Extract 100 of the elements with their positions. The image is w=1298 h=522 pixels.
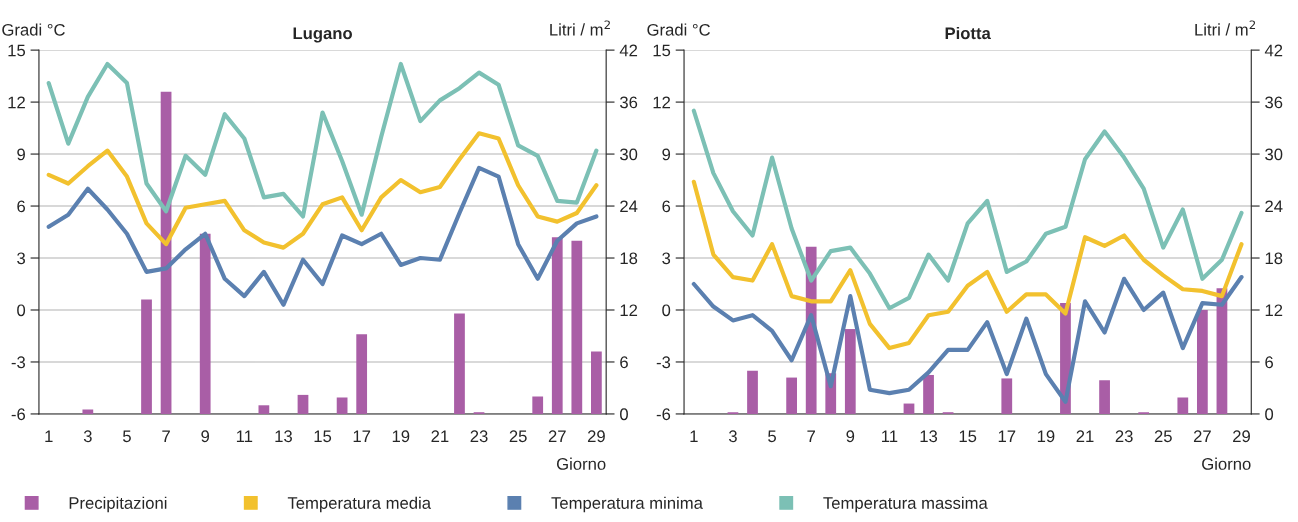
x-tick-label: 17 <box>998 430 1016 442</box>
bar <box>336 397 348 414</box>
x-tick-label: 5 <box>768 430 776 443</box>
x-tick-label: 5 <box>122 430 131 443</box>
y2-tick-label: 12 <box>620 304 638 317</box>
x-tick-label: 7 <box>807 430 815 442</box>
x-tick-label: 7 <box>162 430 170 442</box>
x-tick-label: 3 <box>83 430 92 443</box>
bar <box>199 233 211 414</box>
x-tick-label: 11 <box>882 430 898 442</box>
y2-tick-label: 42 <box>1264 44 1283 57</box>
bar <box>747 370 758 414</box>
x-tick-label: 29 <box>1233 430 1250 443</box>
legend-label: Temperatura media <box>287 496 432 513</box>
bar <box>82 409 94 414</box>
y-tick-label: 15 <box>8 44 26 57</box>
line-series <box>691 108 1244 311</box>
x-tick-label: 29 <box>587 430 605 443</box>
y2-tick-label: 42 <box>619 44 638 57</box>
line-series <box>691 179 1244 351</box>
bar <box>786 377 797 414</box>
chart-title: Lugano <box>293 27 352 43</box>
bar <box>141 299 152 414</box>
bar <box>356 334 368 414</box>
y-tick-label: -3 <box>11 356 26 369</box>
bar <box>1177 397 1189 414</box>
x-tick-label: 13 <box>920 430 938 443</box>
x-tick-label: 25 <box>509 430 527 443</box>
bar <box>1196 309 1208 414</box>
bar <box>258 405 270 414</box>
line-series <box>46 165 599 307</box>
bar <box>297 394 309 414</box>
line-series <box>691 274 1244 404</box>
y-tick-label: 6 <box>17 200 26 213</box>
y-tick-label: 6 <box>662 200 671 213</box>
y-axis-title: Gradi °C <box>2 23 65 36</box>
x-tick-label: 27 <box>1193 430 1211 442</box>
x-tick-label: 21 <box>1076 430 1094 442</box>
x-tick-label: 17 <box>353 430 371 442</box>
y-tick-label: 9 <box>662 148 671 161</box>
bar <box>571 240 583 414</box>
chart-title: Piotta <box>945 26 991 40</box>
y2-tick-label: 12 <box>1265 304 1283 317</box>
bar <box>844 329 856 414</box>
x-tick-label: 1 <box>690 430 698 442</box>
x-tick-label: 21 <box>431 430 449 442</box>
y-tick-label: -6 <box>11 408 26 421</box>
y2-tick-label: 24 <box>620 200 638 213</box>
y-tick-label: 3 <box>662 252 671 265</box>
y2-tick-label: 24 <box>1265 200 1283 213</box>
y2-tick-label: 6 <box>620 356 628 369</box>
bar <box>1001 378 1013 414</box>
x-tick-label: 3 <box>728 430 737 443</box>
y-tick-label: 12 <box>653 96 671 109</box>
x-tick-label: 13 <box>275 430 292 443</box>
y2-tick-label: 18 <box>1265 252 1283 265</box>
x-tick-label: 27 <box>548 430 566 442</box>
y-tick-label: 15 <box>653 44 671 57</box>
y-tick-label: 0 <box>17 304 26 317</box>
y-tick-label: 3 <box>17 252 26 265</box>
bar <box>454 313 465 414</box>
y-tick-label: 12 <box>8 96 25 109</box>
x-axis-title: Giorno <box>556 457 606 470</box>
x-tick-label: 23 <box>470 430 488 443</box>
x-tick-label: 23 <box>1115 430 1133 443</box>
legend-label: Temperatura massima <box>823 496 988 513</box>
bar <box>591 351 602 414</box>
line-series <box>46 131 599 250</box>
y-tick-label: -3 <box>656 356 671 369</box>
x-axis-title: Giorno <box>1202 457 1251 470</box>
x-tick-label: 19 <box>1037 430 1055 443</box>
y2-tick-label: 36 <box>1265 96 1283 109</box>
legend-label: Precipitazioni <box>69 496 167 513</box>
y2-tick-label: 0 <box>1265 408 1274 421</box>
x-tick-label: 15 <box>959 430 977 443</box>
legend-label: Temperatura minima <box>551 496 703 513</box>
x-tick-label: 9 <box>201 430 210 443</box>
x-tick-label: 25 <box>1154 430 1172 443</box>
bar <box>1099 380 1110 414</box>
y2-axis-title: Litri / m$^{2}$ <box>1195 20 1256 36</box>
y2-tick-label: 18 <box>620 252 638 265</box>
x-tick-label: 11 <box>236 430 253 442</box>
y2-tick-label: 36 <box>620 96 638 109</box>
y-tick-label: -6 <box>656 408 671 421</box>
bar <box>923 374 934 414</box>
y2-tick-label: 0 <box>620 408 628 421</box>
x-tick-label: 9 <box>846 430 855 443</box>
y2-axis-title: Litri / m$^{2}$ <box>550 20 610 36</box>
y-axis-title: Gradi °C <box>647 23 710 36</box>
bar <box>532 396 544 414</box>
x-tick-label: 15 <box>314 430 332 443</box>
line-series <box>46 61 599 219</box>
y2-tick-label: 30 <box>1265 148 1283 161</box>
x-tick-label: 1 <box>45 430 53 442</box>
y2-tick-label: 30 <box>620 148 638 161</box>
y-tick-label: 9 <box>17 148 25 161</box>
x-tick-label: 19 <box>392 430 410 443</box>
y2-tick-label: 6 <box>1265 356 1273 369</box>
bar <box>551 237 563 414</box>
y-tick-label: 0 <box>662 304 671 317</box>
